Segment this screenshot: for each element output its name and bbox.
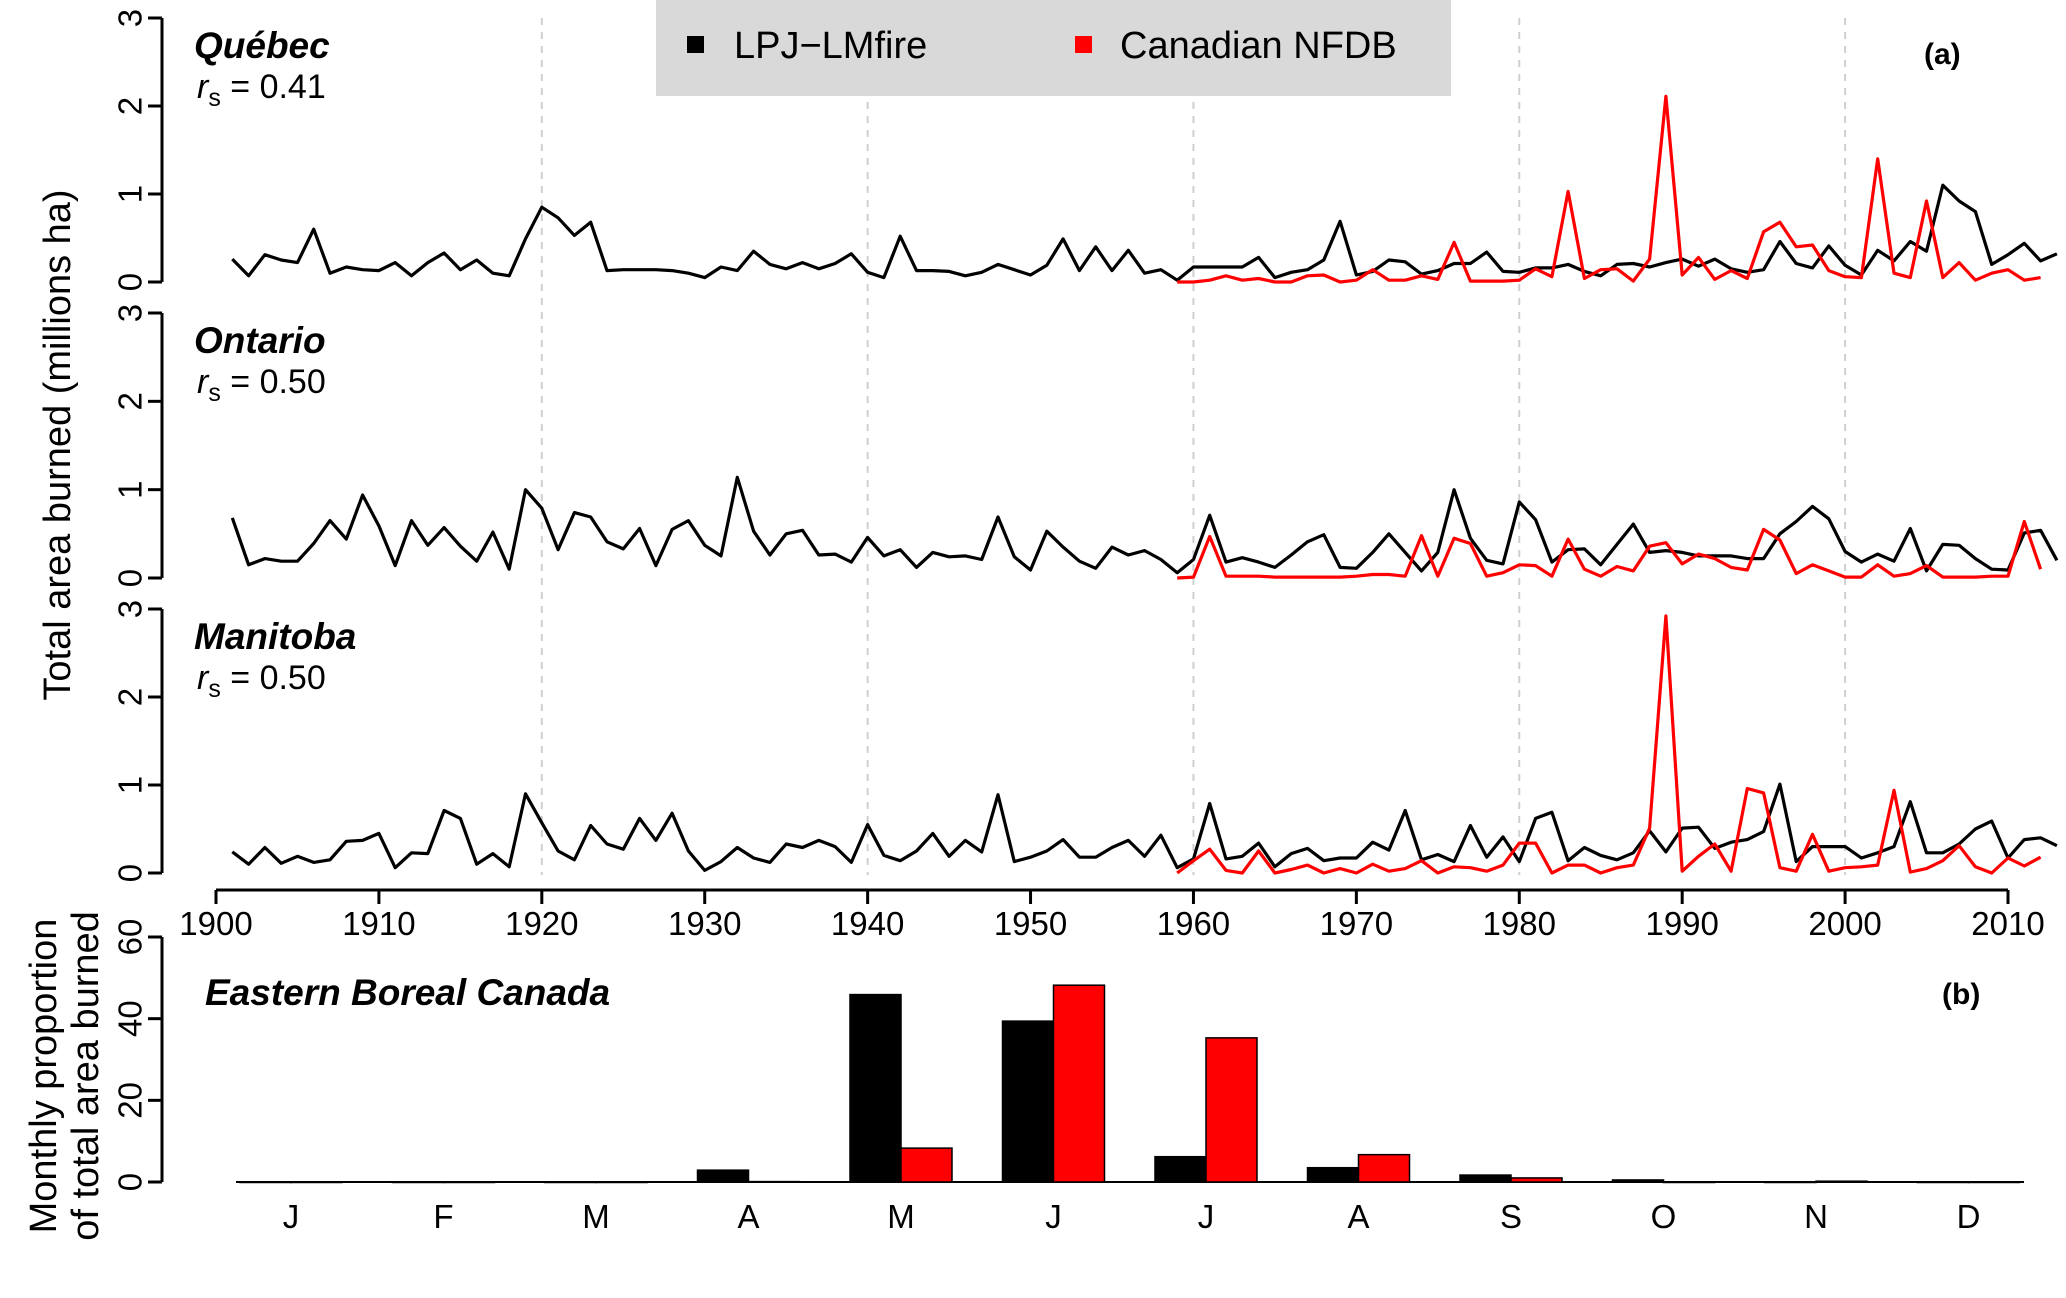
y-tick-label: 3 [112,600,149,618]
bar-x-tick-label: O [1651,1198,1677,1235]
bar-nfdb-3 [747,1180,801,1183]
bar-nfdb-4 [900,1147,953,1183]
bar-x-tick-label: A [1347,1198,1369,1235]
x-tick-label: 1900 [179,905,252,942]
series-line-lpj-ontario [230,475,2059,575]
bar-nfdb-7 [1357,1153,1411,1183]
bar-lpj-7 [1306,1166,1360,1183]
bar-lpj-3 [696,1169,750,1183]
y-tick-label: 3 [112,9,149,27]
y-tick-label: 2 [112,688,149,706]
rs-statistic: rs = 0.50 [197,363,326,407]
x-tick-label: 1910 [342,905,415,942]
bar-lpj-4 [849,993,902,1183]
x-tick-label: 1950 [994,905,1067,942]
bar-y-tick-label: 0 [112,1173,149,1191]
bar-x-tick-label: F [433,1198,453,1235]
rs-statistic: rs = 0.41 [197,68,326,112]
y-tick-label: 1 [112,776,149,794]
legend-swatch-obs [1075,36,1092,53]
x-tick-label: 1960 [1157,905,1230,942]
bar-lpj-9 [1611,1179,1665,1183]
panel-label-a: (a) [1924,38,1961,71]
axes-layer: 0 1 2 3 0 1 2 3 0 1 2 3 1900 1910 1920 1930 1940 1950 1960… [112,9,2045,1235]
y-tick-label: 0 [112,273,149,291]
line-series-layer [230,94,2059,875]
bar-y-tick-label: 40 [112,1000,149,1037]
bar-x-tick-label: A [737,1198,759,1235]
rs-statistic: rs = 0.50 [197,659,326,703]
bar-lpj-0 [239,1181,292,1184]
x-tick-label: 1970 [1320,905,1393,942]
bar-nfdb-6 [1205,1037,1258,1183]
bar-lpj-11 [1916,1181,1970,1184]
bar-chart-title: Eastern Boreal Canada [205,972,610,1013]
vertical-gridlines [540,18,1847,875]
legend: LPJ−LMfire Canadian NFDB [656,0,1451,96]
x-tick-label: 1990 [1645,905,1718,942]
y-tick-label: 3 [112,304,149,322]
region-label: Québec [194,25,330,66]
y-axis-title-b-line1: Monthly proportion [23,919,65,1234]
bar-nfdb-8 [1510,1177,1563,1183]
bar-lpj-2 [544,1181,597,1184]
bar-lpj-6 [1154,1155,1207,1183]
bar-lpj-10 [1764,1181,1817,1184]
x-tick-label: 2010 [1971,905,2044,942]
y-tick-label: 0 [112,864,149,882]
bar-x-tick-label: J [1045,1198,1062,1235]
y-axis-title-a: Total area burned (millions ha) [37,189,79,700]
legend-background [656,0,1451,96]
series-line-lpj-qubec [231,183,2058,282]
bar-nfdb-11 [1967,1181,2021,1184]
x-tick-label: 1920 [505,905,578,942]
series-line-nfdb-manitoba [1176,614,2042,875]
legend-label-model: LPJ−LMfire [734,25,927,67]
bar-nfdb-1 [442,1181,496,1184]
bar-x-tick-label: M [582,1198,610,1235]
x-tick-label: 1930 [668,905,741,942]
bar-x-tick-label: M [887,1198,915,1235]
bar-series-layer [239,984,2021,1184]
x-tick-label: 1980 [1483,905,1556,942]
legend-swatch-model [687,36,704,53]
y-axis-title-b-line2: of total area burned [65,911,107,1241]
bar-x-tick-label: J [1198,1198,1215,1235]
bar-lpj-5 [1001,1020,1055,1183]
bar-nfdb-5 [1052,984,1106,1183]
region-label: Manitoba [194,616,356,657]
y-tick-label: 1 [112,480,149,498]
series-line-nfdb-ontario [1177,519,2043,580]
y-tick-label: 2 [112,97,149,115]
panel-label-b: (b) [1942,978,1980,1011]
bar-y-tick-label: 20 [112,1082,149,1119]
x-tick-label: 1940 [831,905,904,942]
series-line-nfdb-qubec [1177,94,2041,284]
y-tick-label: 1 [112,185,149,203]
bar-nfdb-10 [1815,1180,1868,1183]
bar-nfdb-0 [290,1181,343,1184]
region-label: Ontario [194,320,326,361]
y-tick-label: 2 [112,392,149,410]
bar-y-tick-label: 60 [112,919,149,956]
legend-label-obs: Canadian NFDB [1120,25,1397,67]
bar-nfdb-9 [1662,1181,1716,1184]
series-line-lpj-manitoba [231,782,2058,873]
bar-x-tick-label: N [1804,1198,1828,1235]
bar-x-tick-label: J [283,1198,300,1235]
bar-nfdb-2 [595,1181,648,1184]
bar-lpj-8 [1459,1174,1512,1183]
y-tick-label: 0 [112,569,149,587]
bar-lpj-1 [391,1181,445,1184]
x-tick-label: 2000 [1808,905,1881,942]
bar-x-tick-label: D [1957,1198,1981,1235]
bar-x-tick-label: S [1500,1198,1522,1235]
